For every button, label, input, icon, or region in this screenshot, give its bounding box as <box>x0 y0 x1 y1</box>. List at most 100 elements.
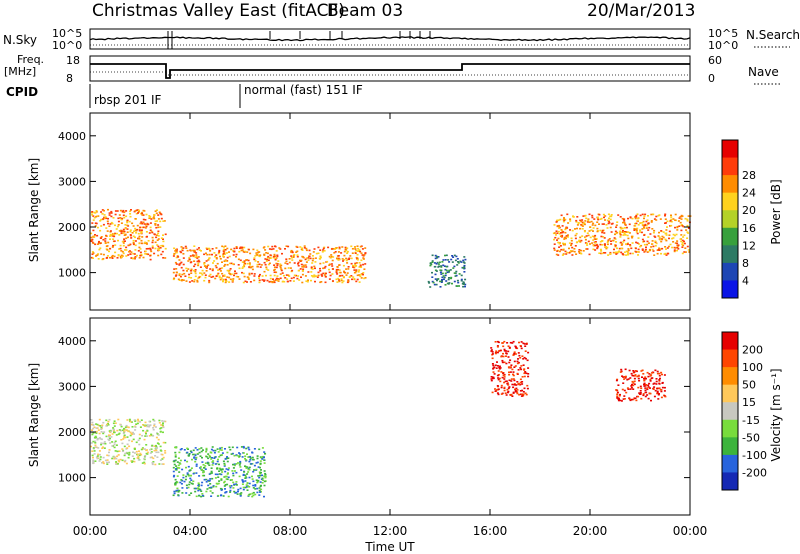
feature-4 <box>427 254 467 288</box>
feature-4 <box>615 368 667 402</box>
nave-trace <box>90 71 690 76</box>
colorbar-tick-label: 15 <box>742 396 756 409</box>
nave-tick-bottom: 0 <box>708 72 715 85</box>
colorbar-tick-label: -200 <box>742 466 767 479</box>
freq-panel-frame <box>89 55 691 82</box>
velocity-axes: 1000 2000 3000 4000 <box>58 318 691 515</box>
power-heatmap <box>90 208 692 288</box>
noise-sky-label: N.Sky <box>3 33 37 47</box>
velocity-colorbar: 200 100 50 15 -15 -50 -100 -200 <box>721 331 767 491</box>
colorbar-tick-label: 8 <box>742 257 749 270</box>
cpid-segment-1: rbsp 201 IF <box>94 93 161 107</box>
noise-search-label: N.Search <box>746 28 800 42</box>
colorbar-swatch <box>722 175 738 194</box>
colorbar-swatch <box>722 210 738 229</box>
feature-2 <box>172 245 367 284</box>
nave-label: Nave <box>748 65 779 79</box>
colorbar-swatch <box>722 140 738 159</box>
colorbar-swatch <box>722 419 738 438</box>
velocity-colorbar-label: Velocity [m s⁻¹] <box>769 368 783 461</box>
beam-label: Beam 03 <box>327 1 403 21</box>
feature-3 <box>552 213 692 256</box>
colorbar-frame <box>721 331 739 491</box>
feature-3 <box>490 340 530 397</box>
colorbar-tick-label: 12 <box>742 239 756 252</box>
colorbar-swatch <box>722 384 738 403</box>
ytick-label: 4000 <box>58 335 86 348</box>
noise-spikes <box>167 31 431 49</box>
colorbar-swatch <box>722 367 738 386</box>
colorbar-tick-label: 100 <box>742 361 763 374</box>
power-axes: 1000 2000 3000 4000 <box>58 113 691 310</box>
xtick-label: 04:00 <box>173 524 208 538</box>
colorbar-swatch <box>722 402 738 421</box>
colorbar-swatch <box>722 454 738 473</box>
xtick-label: 16:00 <box>473 524 508 538</box>
colorbar-swatch <box>722 157 738 176</box>
cpid-row: CPID rbsp 201 IF normal (fast) 151 IF <box>6 83 363 108</box>
noise-tick-top-left: 10^5 <box>52 27 82 40</box>
freq-tick-bottom: 8 <box>66 72 73 85</box>
colorbar-swatch <box>722 437 738 456</box>
feature-1 <box>90 418 167 466</box>
colorbar-tick-label: 50 <box>742 379 756 392</box>
colorbar-tick-label: -15 <box>742 414 760 427</box>
freq-trace <box>90 63 690 79</box>
velocity-ylabel: Slant Range [km] <box>27 363 41 467</box>
colorbar-swatch <box>722 192 738 211</box>
colorbar-tick-label: -50 <box>742 431 760 444</box>
colorbar-swatch <box>722 332 738 351</box>
noise-sky-trace <box>89 36 691 42</box>
ytick-label: 4000 <box>58 130 86 143</box>
cpid-segment-2: normal (fast) 151 IF <box>244 83 363 97</box>
feature-1 <box>90 208 167 261</box>
colorbar-frame <box>721 139 739 299</box>
ytick-label: 1000 <box>58 472 86 485</box>
xtick-label: 12:00 <box>373 524 408 538</box>
ytick-label: 2000 <box>58 221 86 234</box>
xtick-label: 20:00 <box>573 524 608 538</box>
ytick-label: 3000 <box>58 175 86 188</box>
time-axis-label: Time UT <box>364 540 415 554</box>
power-ylabel: Slant Range [km] <box>27 158 41 262</box>
noise-tick-bottom-left: 10^0 <box>52 39 82 52</box>
freq-label-line2: [MHz] <box>4 65 36 78</box>
noise-tick-top-right: 10^5 <box>708 27 738 40</box>
noise-tick-bottom-right: 10^0 <box>708 39 738 52</box>
colorbar-swatch <box>722 349 738 368</box>
colorbar-tick-label: 20 <box>742 204 756 217</box>
cpid-label: CPID <box>6 85 38 99</box>
velocity-panel-frame <box>89 317 691 516</box>
colorbar-swatch <box>722 262 738 281</box>
colorbar-swatch <box>722 245 738 264</box>
date-label: 20/Mar/2013 <box>587 1 695 21</box>
colorbar-swatch <box>722 280 738 299</box>
ytick-label: 2000 <box>58 426 86 439</box>
time-axis: 00:00 04:00 08:00 12:00 16:00 20:00 00:00 <box>73 524 708 538</box>
figure-title: Christmas Valley East (fitACF) <box>92 1 345 21</box>
freq-tick-top: 18 <box>66 54 80 67</box>
feature-2 <box>172 445 267 498</box>
xtick-label: 00:00 <box>73 524 108 538</box>
xtick-label: 08:00 <box>273 524 308 538</box>
ytick-label: 3000 <box>58 380 86 393</box>
colorbar-tick-label: 28 <box>742 169 756 182</box>
colorbar-tick-label: 24 <box>742 187 756 200</box>
colorbar-swatch <box>722 227 738 246</box>
ytick-label: 1000 <box>58 267 86 280</box>
nave-tick-top: 60 <box>708 54 722 67</box>
colorbar-tick-label: 4 <box>742 274 749 287</box>
colorbar-tick-label: 16 <box>742 222 756 235</box>
velocity-panel: 1000 2000 3000 4000 Slant Range [km] 200 100… <box>27 317 783 516</box>
noise-panel: N.Sky 10^5 10^0 10^5 10^0 N.Search <box>3 27 800 52</box>
freq-panel: Freq. [MHz] 18 8 60 0 Nave <box>4 53 782 85</box>
velocity-heatmap <box>90 340 667 498</box>
power-colorbar-label: Power [dB] <box>769 179 783 244</box>
noise-panel-frame <box>89 28 691 50</box>
freq-label-line1: Freq. <box>17 53 44 66</box>
power-colorbar: 4 8 12 16 20 24 28 <box>721 139 756 299</box>
power-panel: 1000 2000 3000 4000 Slant Range [km] 4 8 12 16… <box>27 112 783 311</box>
colorbar-tick-label: 200 <box>742 344 763 357</box>
xtick-label: 00:00 <box>673 524 708 538</box>
